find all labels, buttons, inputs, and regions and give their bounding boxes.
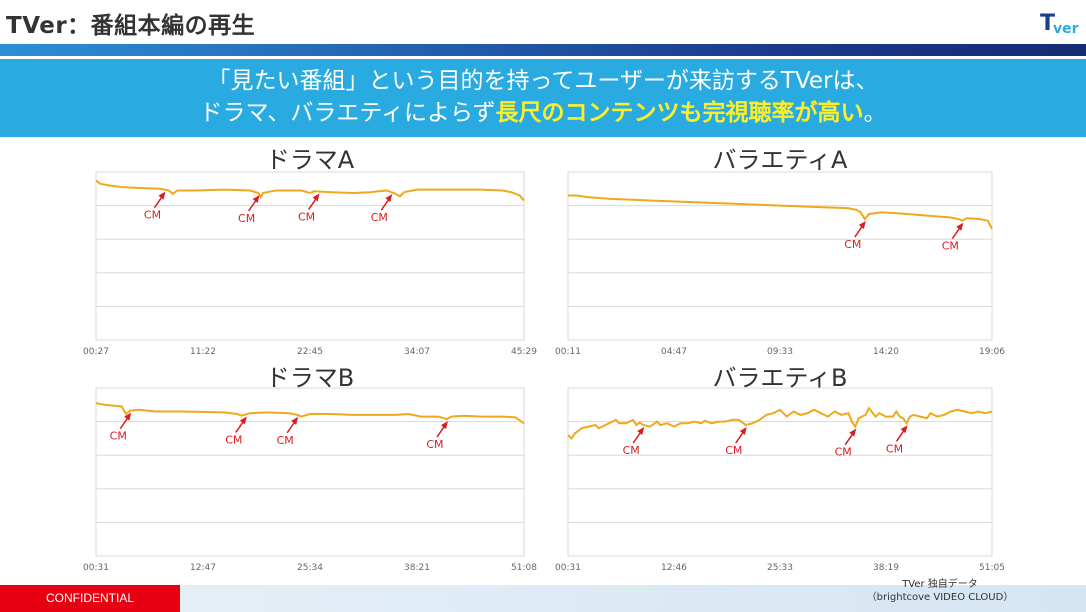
x-tick-label: 45:29 [511,347,537,357]
cm-arrowhead [956,222,964,231]
x-tick-label: 51:05 [979,563,1005,573]
svg-text:ver: ver [1053,21,1079,36]
x-tick-label: 00:31 [555,563,581,573]
cm-arrowhead [739,426,747,435]
cm-label: CM [623,444,640,457]
cm-arrowhead [124,412,132,421]
plot-frame [95,171,525,341]
headline-banner: 「見たい番組」という目的を持ってユーザーが来訪するTVerは、 ドラマ、バラエテ… [0,59,1086,137]
x-tick-label: 09:33 [767,347,793,357]
cm-arrowhead [849,428,857,437]
cm-label: CM [886,442,903,455]
x-tick-label: 38:19 [873,563,899,573]
plot-frame [95,387,525,557]
confidential-label: CONFIDENTIAL [0,585,180,612]
svg-text:T: T [1040,11,1055,36]
source-line1: TVer 独自データ [902,579,978,590]
x-tick-label: 11:22 [190,347,216,357]
cm-label: CM [238,212,255,225]
x-tick-label: 25:34 [297,563,323,573]
chart-title: バラエティA [713,146,849,174]
cm-arrowhead [312,193,320,202]
cm-label: CM [110,430,127,443]
headline-line1: 「見たい番組」という目的を持ってユーザーが来訪するTVerは、 [207,68,879,94]
chart-variety-a: バラエティA 00:11 04:47 09:33 14:20 19:06 CM CM [555,146,1005,357]
series-line [568,194,993,230]
plot-frame [567,387,993,557]
cm-arrowhead [900,425,908,434]
chart-variety-b: バラエティB 00:31 12:46 25:33 38:19 51:05 CM CM CM CM [555,364,1005,573]
cm-label: CM [371,211,388,224]
headline-line2-post: 。 [863,100,887,126]
cm-arrowhead [440,421,448,430]
series-line [567,406,993,440]
headline-highlight: 長尺のコンテンツも完視聴率が高い [495,100,864,126]
cm-label: CM [835,446,852,459]
headline-line2: ドラマ、バラエティによらず長尺のコンテンツも完視聴率が高い。 [0,97,1086,129]
page-title: TVer：番組本編の再生 [6,13,256,39]
cm-arrowhead [637,426,645,435]
cm-arrowhead [252,195,260,203]
cm-arrowhead [291,416,299,425]
x-tick-label: 22:45 [297,347,323,357]
chart-title: ドラマA [266,146,355,174]
footer-band [0,585,1086,612]
x-tick-label: 00:11 [555,347,581,357]
cm-label: CM [298,211,315,224]
cm-label: CM [144,209,161,222]
x-tick-label: 12:47 [190,563,216,573]
cm-label: CM [844,238,861,251]
cm-label: CM [277,434,294,447]
chart-drama-b: ドラマB 00:31 12:47 25:34 38:21 51:08 CM CM CM CM [83,364,537,573]
chart-title: ドラマB [266,364,354,392]
cm-label: CM [225,433,242,446]
cm-arrowhead [858,221,866,230]
chart-title: バラエティB [712,364,847,392]
series-line [95,402,525,425]
x-tick-label: 34:07 [404,347,430,357]
data-source: TVer 独自データ （brightcove VIDEO CLOUD） [860,578,1020,604]
cm-label: CM [942,240,959,253]
source-line2: （brightcove VIDEO CLOUD） [866,592,1014,603]
x-tick-label: 25:33 [767,563,793,573]
cm-arrowhead [385,194,393,203]
series-line [95,179,525,202]
x-tick-label: 19:06 [979,347,1005,357]
x-tick-label: 00:27 [83,347,109,357]
chart-drama-a: ドラマA 00:27 11:22 22:45 34:07 45:29 CM CM CM CM [83,146,537,357]
x-tick-label: 51:08 [511,563,537,573]
cm-label: CM [426,438,443,451]
plot-frame [567,171,993,341]
cm-arrowhead [158,191,166,200]
header-band [0,44,1086,56]
cm-arrowhead [239,416,247,425]
x-tick-label: 14:20 [873,347,899,357]
x-tick-label: 00:31 [83,563,109,573]
cm-label: CM [725,444,742,457]
x-tick-label: 38:21 [404,563,430,573]
headline-line2-pre: ドラマ、バラエティによらず [199,100,496,126]
x-tick-label: 12:46 [661,563,687,573]
x-tick-label: 04:47 [661,347,687,357]
tver-logo: T ver [1040,8,1080,40]
